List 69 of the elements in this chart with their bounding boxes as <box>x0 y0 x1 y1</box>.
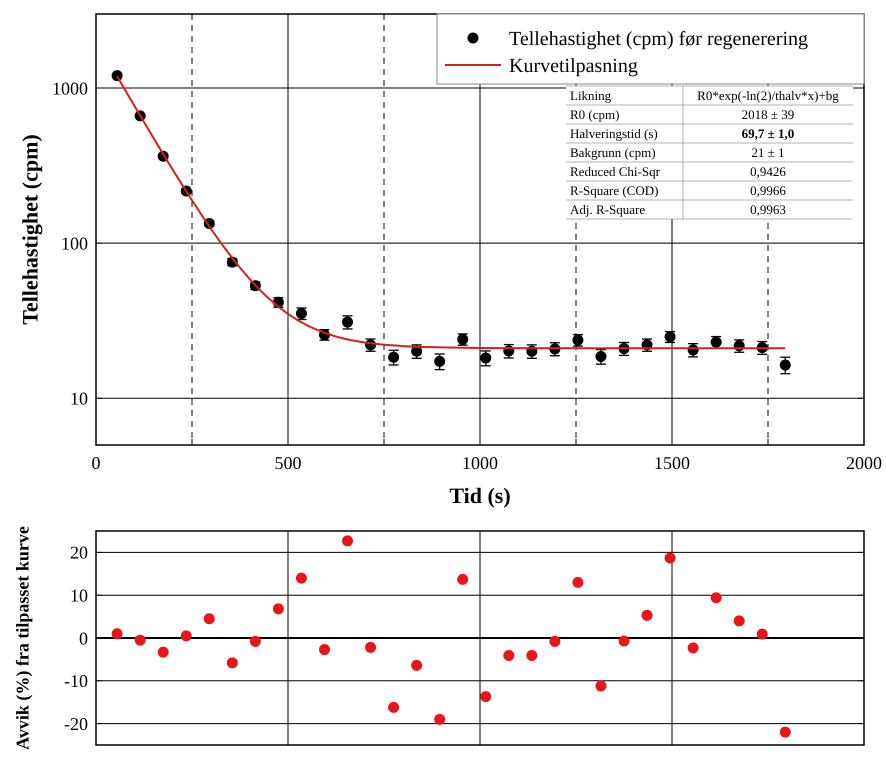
annotation: 21 ± 1 <box>751 145 785 160</box>
point <box>434 714 446 725</box>
point <box>388 702 400 713</box>
legend-label: Kurvetilpasning <box>509 55 638 77</box>
point <box>296 572 307 584</box>
point <box>158 646 169 658</box>
legend-label: Tellehastighet (cpm) før regenerering <box>509 28 808 50</box>
point <box>756 628 768 640</box>
point <box>526 650 538 662</box>
y-axis-title: Avvik (%) fra tilpasset kurve <box>12 526 32 750</box>
y-tick-label: -20 <box>64 714 88 734</box>
point <box>342 535 354 546</box>
point <box>595 680 606 692</box>
y-tick-label: 100 <box>61 233 88 254</box>
point <box>780 359 791 370</box>
point <box>411 660 422 671</box>
y-tick-label: 10 <box>70 586 88 606</box>
y-tick-label: 10 <box>70 388 88 409</box>
annotation: Likning <box>570 88 612 104</box>
annotation: 69,7 ± 1,0 <box>742 126 794 142</box>
point <box>572 576 584 588</box>
point <box>710 592 722 604</box>
annotation: R0*exp(-ln(2)/thalv*x)+bg <box>697 88 840 104</box>
annotation: Halveringstid (s) <box>570 126 658 142</box>
annotation: Adj. R-Square <box>570 202 646 218</box>
point <box>780 726 791 738</box>
y-tick-label: 20 <box>70 542 88 563</box>
x-tick-label: 2000 <box>846 453 882 473</box>
x-tick-label: 0 <box>92 453 100 473</box>
annotation: Bakgrunn (cpm) <box>570 145 656 160</box>
point <box>595 350 606 362</box>
point <box>250 636 261 647</box>
x-axis-title: Tid (s) <box>449 483 511 508</box>
point <box>688 642 699 654</box>
y-tick-label: 0 <box>79 628 88 648</box>
point <box>318 644 330 656</box>
annotation: R-Square (COD) <box>570 183 658 198</box>
point <box>180 630 192 642</box>
annotation: Reduced Chi-Sqr <box>570 164 661 180</box>
point <box>710 336 722 348</box>
x-tick-label: 1000 <box>462 453 498 473</box>
point <box>549 636 560 647</box>
point <box>457 574 468 585</box>
point <box>642 610 653 621</box>
point <box>618 635 630 646</box>
annotation: 0,9426 <box>750 164 786 180</box>
y-tick-label: 1000 <box>52 78 88 98</box>
point <box>388 352 400 363</box>
point <box>503 650 514 662</box>
point <box>272 603 284 614</box>
annotation: 2018 ± 39 <box>742 107 794 122</box>
point <box>480 352 492 364</box>
point <box>112 628 123 640</box>
point <box>204 613 215 624</box>
x-tick-label: 500 <box>274 453 302 473</box>
point <box>112 70 123 82</box>
point <box>480 691 492 702</box>
x-tick-label: 1500 <box>654 453 690 473</box>
point <box>365 642 376 653</box>
point <box>734 615 745 626</box>
point <box>226 657 238 668</box>
point <box>434 356 446 367</box>
y-axis-title: Tellehastighet (cpm) <box>18 134 43 325</box>
annotation: 0,9966 <box>750 183 786 198</box>
annotation: 0,9963 <box>750 202 786 218</box>
annotation: R0 (cpm) <box>570 107 620 122</box>
point <box>134 634 146 646</box>
point <box>664 552 676 564</box>
y-tick-label: -10 <box>64 671 88 692</box>
